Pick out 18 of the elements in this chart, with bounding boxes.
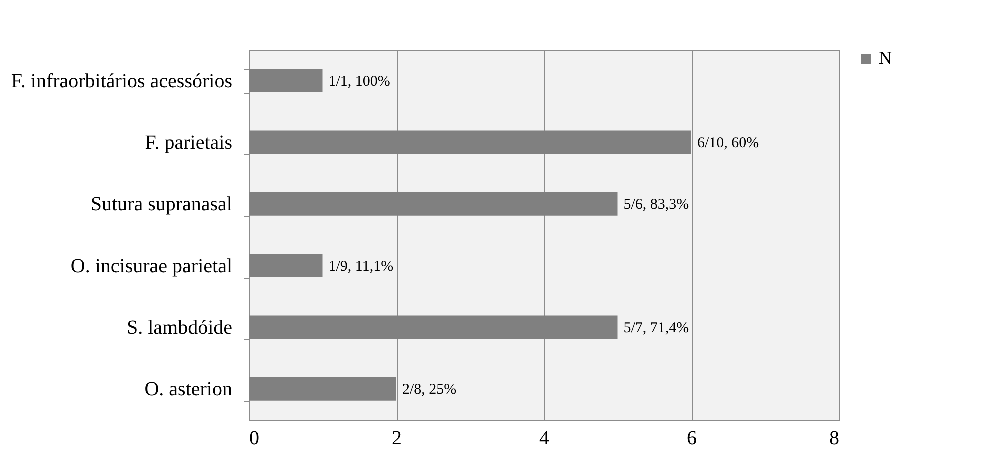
y-tick-label: O. incisurae parietal (70, 255, 233, 278)
x-tick-label: 4 (540, 428, 550, 450)
x-tick-label: 6 (687, 428, 697, 450)
y-tick-label: S. lambdóide (126, 317, 233, 339)
data-label: 5/6, 83,3% (624, 197, 690, 214)
data-label: 1/1, 100% (328, 74, 390, 90)
data-label: 6/10, 60% (698, 136, 760, 152)
legend-label: N (879, 48, 892, 68)
x-tick-label: 2 (392, 428, 402, 450)
data-label: 5/7, 71,4% (624, 320, 690, 336)
y-tick-label: O. asterion (144, 378, 232, 401)
x-tick-label: 0 (250, 428, 260, 450)
y-tick-label: Sutura supranasal (90, 194, 233, 216)
y-tick-label: F. infraorbitários acessórios (11, 70, 233, 92)
y-tick-label: F. parietais (145, 132, 233, 154)
data-label: 2/8, 25% (402, 382, 457, 398)
x-tick-label: 8 (830, 428, 840, 450)
data-label: 1/9, 11,1% (328, 258, 394, 275)
